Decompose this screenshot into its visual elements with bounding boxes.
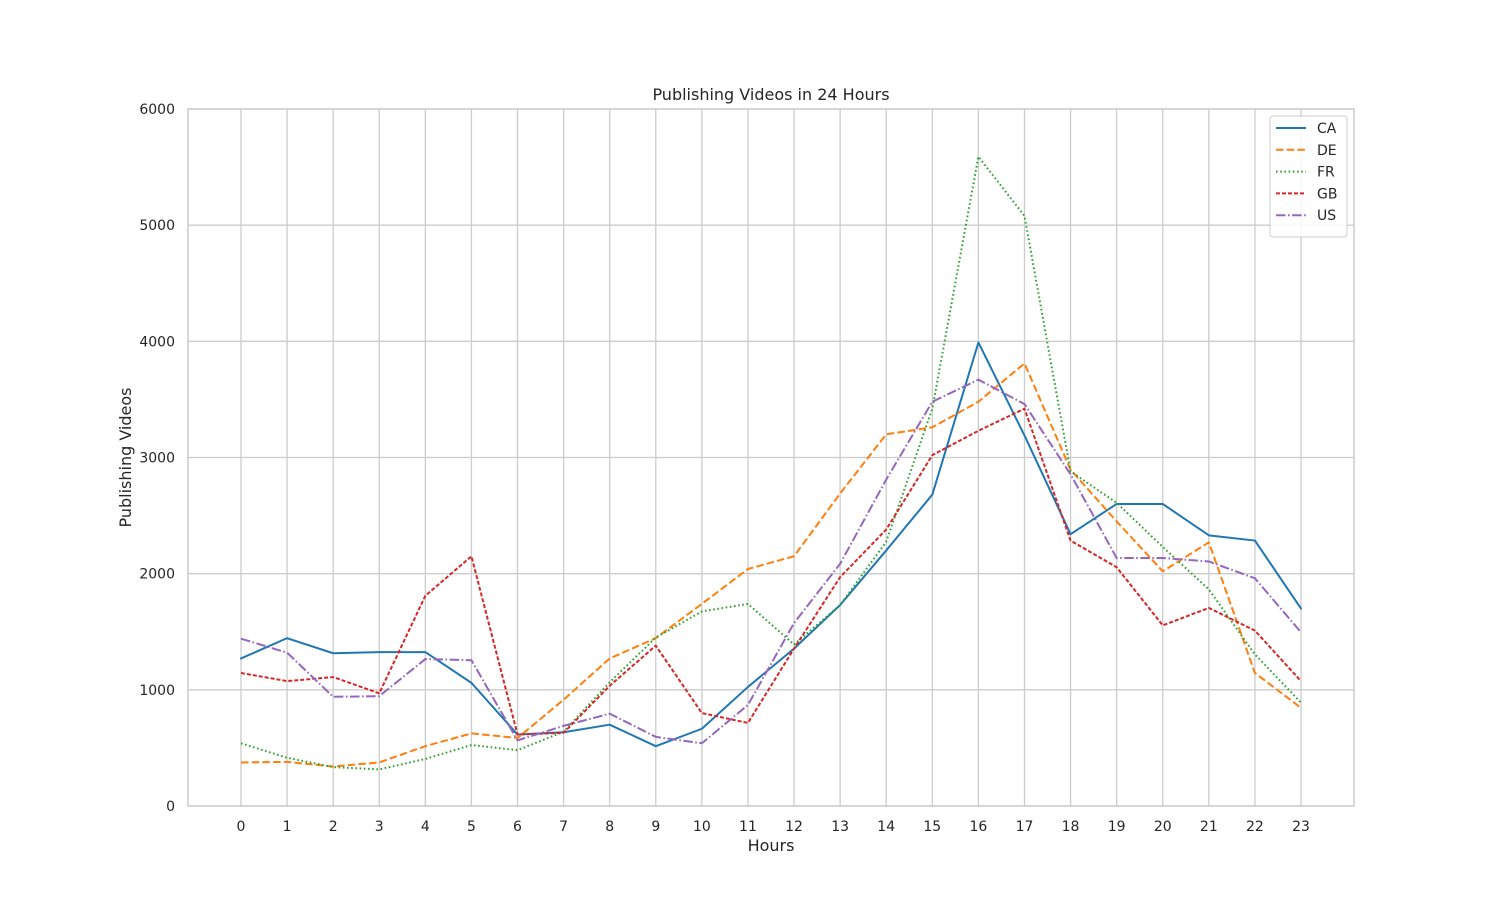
x-tick-label: 11	[739, 819, 757, 835]
x-tick-label: 2	[329, 819, 338, 835]
x-tick-label: 7	[559, 819, 568, 835]
series-line-us	[240, 378, 1302, 745]
grid-lines	[188, 108, 1354, 807]
x-tick-label: 18	[1062, 819, 1080, 835]
x-tick-label: 10	[693, 819, 711, 835]
series-line-gb	[240, 407, 1302, 736]
series-line-fr	[240, 155, 1302, 771]
series-line-ca	[240, 341, 1302, 748]
x-tick-label: 8	[605, 819, 614, 835]
y-tick-label: 4000	[139, 334, 175, 350]
x-tick-label: 4	[421, 819, 430, 835]
y-tick-labels: 0 1000 2000 3000 4000 5000 6000	[139, 102, 175, 815]
legend-label-fr: FR	[1317, 165, 1335, 181]
x-tick-label: 16	[969, 819, 987, 835]
legend-box	[1269, 115, 1348, 238]
legend-label-ca: CA	[1317, 121, 1337, 137]
legend-label-gb: GB	[1317, 186, 1337, 202]
x-axis-label: Hours	[748, 836, 795, 855]
y-tick-label: 5000	[139, 218, 175, 234]
x-tick-label: 15	[923, 819, 941, 835]
x-tick-label: 3	[375, 819, 384, 835]
x-tick-label: 6	[513, 819, 522, 835]
x-tick-label: 0	[237, 819, 246, 835]
y-tick-label: 6000	[139, 102, 175, 118]
x-tick-label: 14	[877, 819, 895, 835]
x-tick-label: 21	[1200, 819, 1218, 835]
x-tick-label: 20	[1154, 819, 1172, 835]
legend-label-us: US	[1317, 208, 1336, 224]
x-tick-label: 9	[651, 819, 660, 835]
x-tick-label: 19	[1108, 819, 1126, 835]
x-tick-label: 13	[831, 819, 849, 835]
series-line-de	[240, 362, 1302, 768]
x-tick-label: 1	[283, 819, 292, 835]
series-lines	[240, 155, 1302, 771]
x-tick-label: 17	[1016, 819, 1034, 835]
x-tick-label: 5	[467, 819, 476, 835]
plot-frame	[187, 108, 1355, 807]
x-tick-label: 23	[1292, 819, 1310, 835]
y-tick-label: 0	[166, 799, 175, 815]
x-tick-labels: 0 1 2 3 4 5 6 7 8 9 10 11 12 13 14 15 16 17 18 19 20 21 22 23	[237, 819, 1310, 835]
legend-label-de: DE	[1317, 143, 1337, 159]
x-tick-label: 22	[1246, 819, 1264, 835]
chart-title: Publishing Videos in 24 Hours	[652, 85, 889, 104]
y-tick-label: 3000	[139, 451, 175, 467]
y-tick-label: 2000	[139, 567, 175, 583]
legend: CA DE FR GB US	[1269, 115, 1348, 238]
x-tick-label: 12	[785, 819, 803, 835]
y-axis-label: Publishing Videos	[116, 387, 135, 527]
y-tick-label: 1000	[139, 683, 175, 699]
